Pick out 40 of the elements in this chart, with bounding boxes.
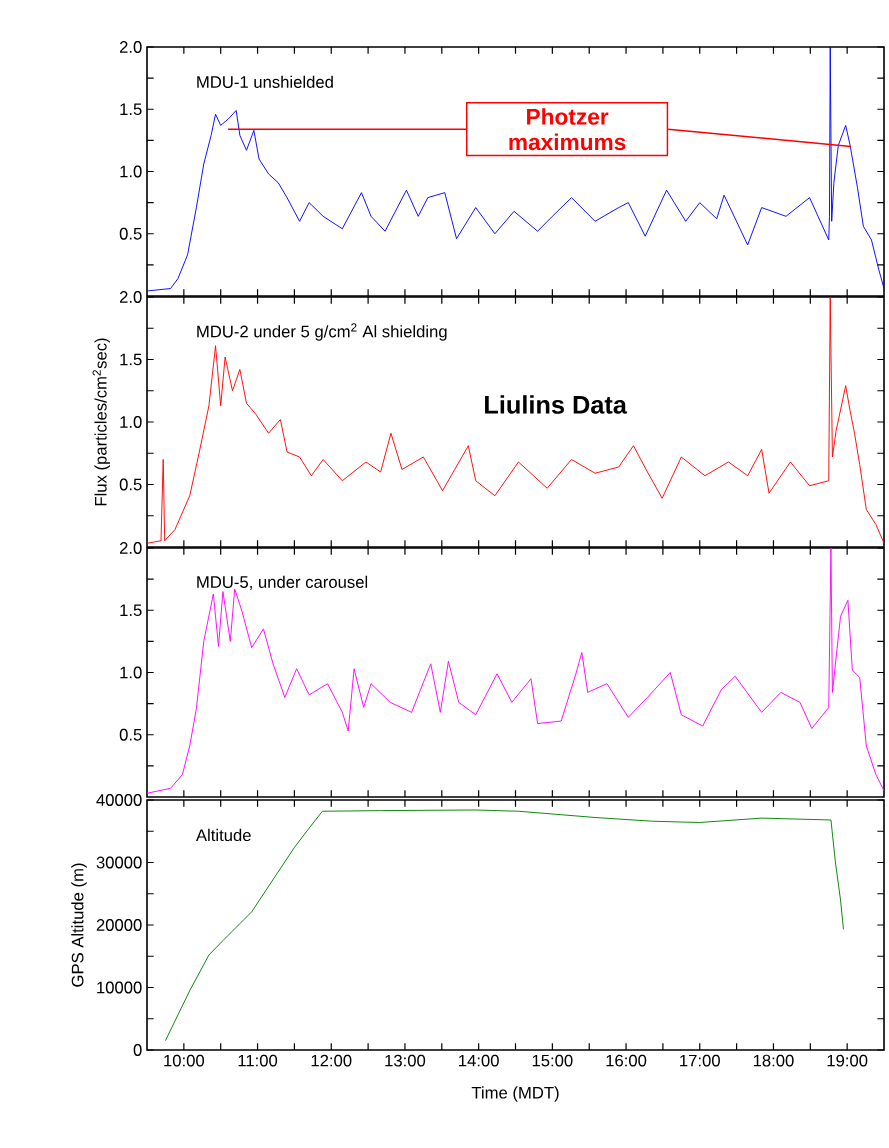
y-tick-label: 30000 bbox=[96, 856, 142, 869]
y-axis-title: Flux (particles/cm$^{2}$sec) bbox=[92, 338, 110, 506]
y-tick-label: 1.5 bbox=[120, 103, 142, 116]
y-tick-label: 1.0 bbox=[120, 416, 142, 428]
y-tick-label: 40000 bbox=[96, 794, 142, 806]
x-tick-label: 13:00 bbox=[385, 1054, 426, 1067]
y-tick-label: 2.0 bbox=[119, 542, 142, 554]
line-series bbox=[147, 46, 885, 292]
annotation: MDU-1 unshielded bbox=[197, 75, 333, 88]
x-tick-label: 19:00 bbox=[827, 1054, 868, 1067]
y-tick-label: 10000 bbox=[97, 981, 142, 994]
annotation: Liulins Data bbox=[485, 395, 628, 414]
y-tick-label: 20000 bbox=[96, 919, 142, 931]
x-tick-label: 16:00 bbox=[606, 1054, 647, 1067]
y-tick-label: 0.5 bbox=[119, 728, 142, 741]
x-tick-label: 18:00 bbox=[753, 1054, 794, 1067]
x-axis-title: Time (MDT) bbox=[471, 1086, 559, 1102]
x-tick-label: 12:00 bbox=[311, 1054, 352, 1067]
annotation: MDU-5, under carousel bbox=[197, 575, 368, 590]
line-series bbox=[147, 296, 885, 544]
y-tick-label: 1.5 bbox=[120, 353, 142, 366]
annotation: MDU-2 under 5 g/cm$^{2}$ Al shielding bbox=[197, 323, 447, 341]
y-tick-label: 0.5 bbox=[119, 478, 142, 491]
line-series bbox=[147, 547, 885, 794]
y-tick-label: 0 bbox=[133, 1044, 142, 1056]
y-tick-label: 0.5 bbox=[119, 227, 142, 240]
x-tick-label: 11:00 bbox=[238, 1054, 278, 1067]
y-axis-title: GPS Altitude (m) bbox=[71, 863, 87, 987]
y-tick-label: 2.0 bbox=[119, 291, 142, 303]
y-tick-label: 1.0 bbox=[120, 666, 142, 679]
y-tick-label: 1.0 bbox=[120, 165, 142, 178]
x-tick-label: 15:00 bbox=[532, 1054, 573, 1067]
x-tick-label: 14:00 bbox=[459, 1054, 499, 1067]
x-tick-label: 17:00 bbox=[680, 1054, 720, 1067]
y-tick-label: 2.0 bbox=[119, 41, 142, 53]
line-series bbox=[164, 809, 844, 1042]
y-tick-label: 1.5 bbox=[120, 604, 142, 617]
annotation: Photzer maximums bbox=[509, 108, 626, 151]
annotation: Altitude bbox=[195, 828, 251, 842]
x-tick-label: 10:00 bbox=[164, 1054, 205, 1067]
